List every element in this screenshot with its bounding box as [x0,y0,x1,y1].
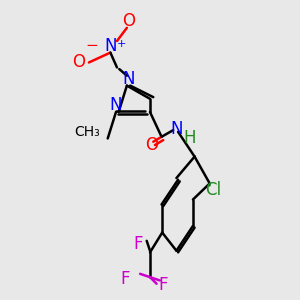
Text: +: + [117,39,127,49]
Text: H: H [183,129,196,147]
Text: CH₃: CH₃ [74,125,100,139]
Text: N: N [104,37,117,55]
Text: −: − [86,38,99,53]
Text: O: O [122,12,135,30]
Text: F: F [134,235,143,253]
Text: F: F [121,270,130,288]
Text: O: O [73,53,85,71]
Text: N: N [109,96,122,114]
Text: O: O [145,136,158,154]
Text: F: F [158,276,168,294]
Text: N: N [122,70,135,88]
Text: N: N [170,119,183,137]
Text: Cl: Cl [205,181,221,199]
